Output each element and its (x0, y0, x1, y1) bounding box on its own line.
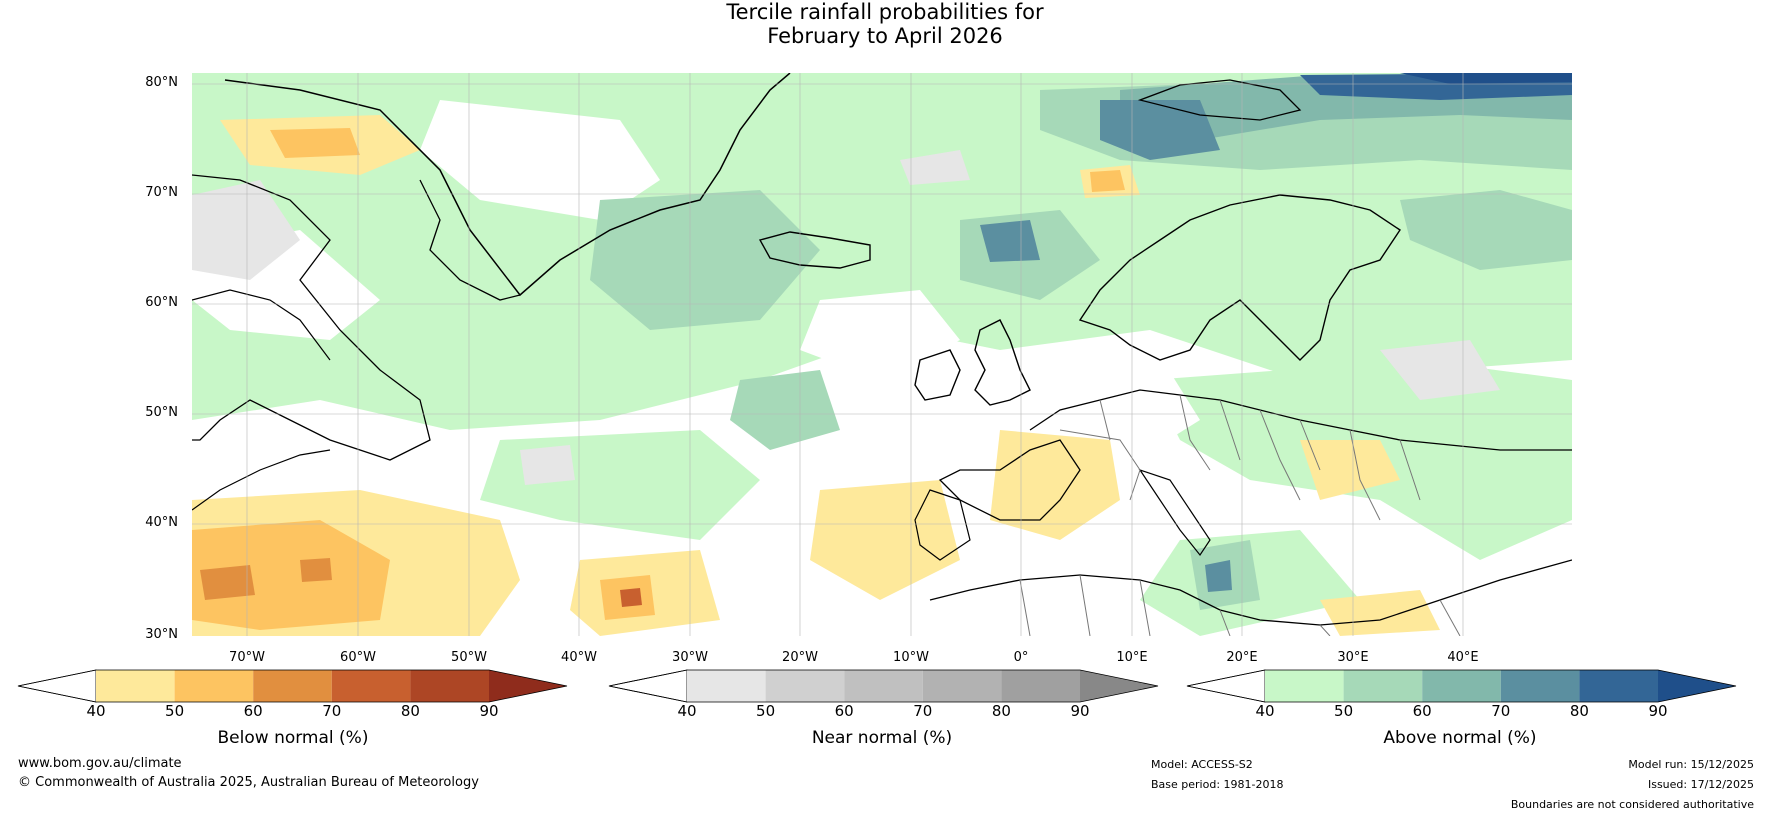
footer-copyright: © Commonwealth of Australia 2025, Austra… (18, 775, 479, 790)
colorbar-below-segment (174, 670, 254, 702)
colorbar-near-segment (1001, 670, 1080, 702)
lat-label: 70°N (145, 185, 178, 200)
lon-label: 60°W (340, 650, 376, 665)
colorbar-below-tick: 80 (400, 702, 420, 720)
lat-label: 40°N (145, 515, 178, 530)
lon-label: 30°E (1337, 650, 1369, 665)
map-field (192, 73, 1572, 636)
colorbar-below-segment (410, 670, 489, 702)
lon-label: 50°W (451, 650, 487, 665)
colorbar-above-segment (1579, 670, 1658, 702)
lat-label: 50°N (145, 405, 178, 420)
colorbar-above-low-arrow (1186, 669, 1266, 703)
colorbar-near-segment (922, 670, 1002, 702)
footer-website: www.bom.gov.au/climate (18, 756, 182, 771)
colorbar-above-segment (1265, 670, 1344, 702)
colorbar-below-tick: 70 (322, 702, 342, 720)
colorbar-above-tick: 80 (1569, 702, 1589, 720)
lat-label: 30°N (145, 627, 178, 642)
footer-issued: Issued: 17/12/2025 (1647, 778, 1754, 791)
colorbar-above-tick: 40 (1255, 702, 1275, 720)
colorbar-near-tick: 70 (913, 702, 933, 720)
colorbar-below-low-arrow (17, 669, 97, 703)
lon-label: 0° (1013, 650, 1029, 665)
colorbar-below-outline (17, 669, 568, 703)
colorbar-title-above: Above normal (%) (1383, 728, 1537, 748)
colorbar-above-segment (1500, 670, 1580, 702)
colorbar-above-segment (1422, 670, 1501, 702)
colorbar-below-segment (331, 670, 411, 702)
colorbar-near-tick: 40 (677, 702, 697, 720)
lon-label: 40°E (1447, 650, 1479, 665)
lon-label: 70°W (229, 650, 265, 665)
colorbar-near-outline (608, 669, 1159, 703)
lon-label: 10°E (1116, 650, 1148, 665)
colorbar-below-segment (253, 670, 332, 702)
colorbar-below-tick: 90 (479, 702, 499, 720)
lon-label: 40°W (561, 650, 597, 665)
footer-model-run: Model run: 15/12/2025 (1628, 758, 1754, 771)
lon-label: 30°W (672, 650, 708, 665)
colorbar-near-tick: 50 (756, 702, 776, 720)
lon-label: 20°W (782, 650, 818, 665)
lon-label: 20°E (1226, 650, 1258, 665)
colorbar-title-near: Near normal (%) (811, 728, 953, 748)
colorbar-above-tick: 90 (1648, 702, 1668, 720)
colorbar-near-tick: 60 (834, 702, 854, 720)
lat-label: 80°N (145, 75, 178, 90)
colorbar-above-segment (1343, 670, 1423, 702)
colorbar-near-segment (844, 670, 923, 702)
colorbar-above-tick: 60 (1412, 702, 1432, 720)
colorbar-below-high-arrow (489, 670, 567, 702)
colorbar-above-high-arrow (1658, 670, 1736, 702)
colorbar-above-tick: 70 (1491, 702, 1511, 720)
lat-label: 60°N (145, 295, 178, 310)
colorbar-near-segment (765, 670, 845, 702)
colorbar-near-segment (687, 670, 766, 702)
footer-disclaimer: Boundaries are not considered authoritat… (1510, 798, 1754, 811)
colorbar-below-segment (96, 670, 175, 702)
colorbar-near-high-arrow (1080, 670, 1158, 702)
footer-model: Model: ACCESS-S2 (1151, 758, 1253, 771)
map-title: Tercile rainfall probabilities for Febru… (0, 0, 1770, 48)
colorbar-below-tick: 40 (86, 702, 106, 720)
map-title-line1: Tercile rainfall probabilities for (726, 0, 1044, 24)
colorbar-below-tick: 60 (243, 702, 263, 720)
map-title-line2: February to April 2026 (767, 24, 1003, 48)
colorbar-above-outline (1186, 669, 1737, 703)
colorbar-above-tick: 50 (1334, 702, 1354, 720)
colorbar-title-below: Below normal (%) (217, 728, 369, 748)
footer-base-period: Base period: 1981-2018 (1151, 778, 1284, 791)
colorbar-near-tick: 90 (1070, 702, 1090, 720)
colorbar-near-low-arrow (608, 669, 688, 703)
lon-label: 10°W (893, 650, 929, 665)
colorbar-near-tick: 80 (991, 702, 1011, 720)
colorbar-below-tick: 50 (165, 702, 185, 720)
